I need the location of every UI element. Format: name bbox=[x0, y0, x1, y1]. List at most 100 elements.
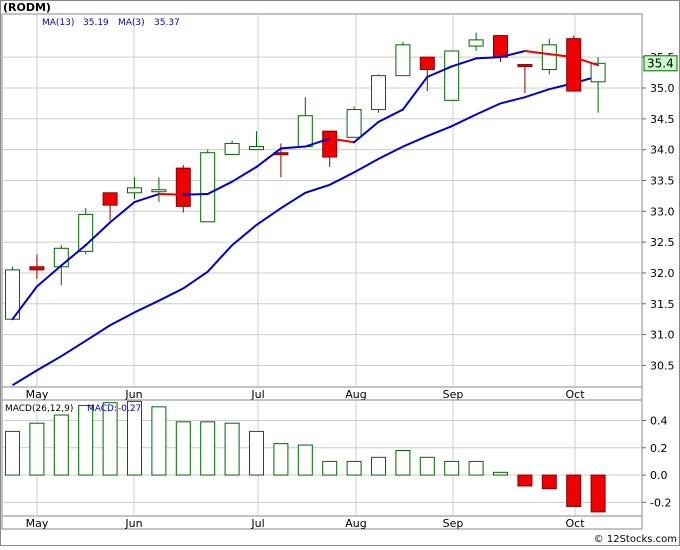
candle-body-down bbox=[322, 130, 338, 158]
candle bbox=[517, 64, 533, 93]
candle bbox=[175, 165, 191, 213]
candle-body-up bbox=[297, 115, 313, 148]
candle bbox=[78, 208, 94, 255]
candle-body-down bbox=[175, 167, 191, 207]
candle-body-up bbox=[395, 44, 411, 77]
candle bbox=[102, 192, 118, 221]
candle bbox=[200, 149, 216, 223]
macd-x-tick-label: May bbox=[26, 517, 49, 530]
ma3-segment bbox=[401, 75, 429, 111]
price-x-tick-label: Oct bbox=[565, 388, 585, 401]
macd-bar-negative bbox=[541, 474, 557, 490]
candle bbox=[322, 130, 338, 167]
macd-bar-positive bbox=[371, 456, 386, 476]
candle-body-down bbox=[517, 64, 533, 68]
macd-bar-negative bbox=[517, 474, 533, 487]
macd-x-tick-label: Jul bbox=[250, 517, 264, 530]
candle bbox=[346, 106, 362, 138]
candle-body-up bbox=[200, 152, 216, 223]
macd-bar-positive bbox=[127, 400, 142, 476]
macd-value: -0.27 bbox=[118, 404, 141, 414]
macd-bar-negative bbox=[566, 474, 582, 507]
ma3-segment bbox=[426, 65, 453, 78]
ma3-segment bbox=[255, 147, 282, 168]
price-grid bbox=[3, 15, 641, 386]
macd-bar-positive bbox=[444, 460, 460, 476]
macd-plot-area bbox=[1, 399, 643, 517]
ma3-segment bbox=[475, 56, 502, 60]
price-y-tick-label: 30.5 bbox=[650, 359, 675, 372]
ma3-segment bbox=[109, 201, 136, 224]
macd-bar-positive bbox=[5, 430, 20, 476]
macd-value-label: MACD: bbox=[87, 404, 117, 414]
candle bbox=[444, 50, 460, 101]
macd-bar-positive bbox=[346, 460, 362, 476]
ma3-segment bbox=[182, 193, 209, 196]
candle-body-up bbox=[444, 50, 460, 101]
candle-body-up bbox=[590, 62, 606, 83]
ma3-segment bbox=[84, 221, 112, 247]
ma3-label: MA(3) bbox=[118, 18, 145, 28]
ma3-segment bbox=[11, 285, 38, 321]
ma3-segment bbox=[523, 49, 551, 56]
price-x-tick-label: Sep bbox=[443, 388, 464, 401]
ticker-label: (RODM) bbox=[3, 1, 51, 14]
candle bbox=[566, 35, 582, 92]
ma3-segment bbox=[206, 180, 234, 196]
price-x-tick-label: Aug bbox=[345, 388, 366, 401]
macd-bar-positive bbox=[29, 422, 45, 476]
ma13-line bbox=[11, 75, 599, 387]
macd-x-axis: May Jun Jul Aug Sep Oct bbox=[26, 517, 586, 530]
macd-bar-positive bbox=[224, 422, 240, 476]
macd-bar-positive bbox=[249, 430, 264, 476]
macd-bars bbox=[5, 400, 606, 513]
price-x-tick-label: Jul bbox=[250, 388, 264, 401]
candle bbox=[590, 57, 606, 113]
macd-bar-positive bbox=[297, 444, 313, 476]
price-x-tick-label: Jun bbox=[124, 388, 142, 401]
macd-bar-positive bbox=[151, 406, 167, 476]
candle bbox=[151, 177, 167, 203]
last-price-tag: 35.4 bbox=[643, 55, 678, 72]
candle-body-up bbox=[224, 142, 240, 156]
candle-body-up bbox=[541, 44, 557, 70]
macd-bar-positive bbox=[102, 402, 118, 476]
macd-panel: -0.2 0.0 0.2 0.4 MACD(26,12,9) MACD: -0.27 bbox=[1, 399, 671, 517]
macd-bar-positive bbox=[53, 414, 69, 476]
macd-x-tick-label: Jun bbox=[124, 517, 142, 530]
price-y-tick-label: 34.0 bbox=[650, 144, 675, 157]
macd-bar-positive bbox=[175, 421, 191, 476]
candle bbox=[297, 97, 313, 148]
watermark: © 12Stocks.com bbox=[594, 534, 677, 545]
macd-x-tick-label: Oct bbox=[565, 517, 585, 530]
candle-body-up bbox=[151, 189, 167, 193]
ma3-segment bbox=[304, 137, 331, 148]
price-y-tick-label: 33.5 bbox=[650, 174, 675, 187]
ma3-segment bbox=[328, 137, 356, 144]
macd-bar-positive bbox=[78, 404, 94, 476]
candle bbox=[127, 177, 142, 199]
candle-body-up bbox=[346, 109, 362, 138]
macd-y-tick-label: 0.2 bbox=[650, 442, 668, 455]
price-y-tick-label: 33.0 bbox=[650, 205, 675, 218]
ma3-segment bbox=[279, 145, 307, 150]
macd-x-axis-strip bbox=[1, 515, 643, 530]
ma13-layer bbox=[11, 75, 599, 387]
macd-bar-negative bbox=[590, 474, 606, 513]
candle bbox=[224, 140, 240, 156]
ma3-segment bbox=[35, 264, 63, 288]
ma3-layer bbox=[11, 49, 600, 321]
macd-label: MACD(26,12,9) bbox=[5, 404, 73, 414]
macd-bar-positive bbox=[322, 460, 338, 476]
price-header: (RODM) MA(13) 35.19 MA(3) 35.37 bbox=[3, 1, 180, 28]
ma3-segment bbox=[450, 57, 478, 68]
last-price-box bbox=[643, 55, 678, 72]
candle bbox=[249, 131, 264, 151]
ma13-label: MA(13) bbox=[42, 18, 74, 28]
macd-bar-positive bbox=[273, 443, 289, 476]
price-y-tick-label: 35.0 bbox=[650, 82, 675, 95]
price-y-tick-label: 34.5 bbox=[650, 113, 675, 126]
candle-body-down bbox=[493, 35, 508, 58]
